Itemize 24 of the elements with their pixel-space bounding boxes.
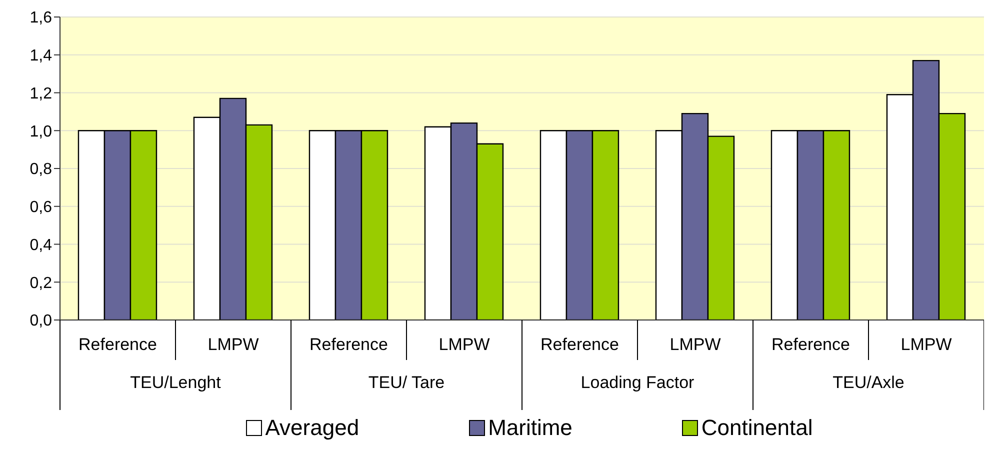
y-tick-label: 0,2 [30, 274, 52, 292]
text: TEU/Lenght [130, 373, 222, 392]
x-tick-label: Reference [772, 335, 850, 354]
x-tick-label: LMPW [438, 335, 490, 354]
x-tick-label: Reference [540, 335, 619, 354]
y-tick-label: 1,4 [30, 48, 52, 65]
y-tick-label: 0,0 [30, 312, 52, 330]
legend-label: Maritime [488, 415, 572, 441]
y-tick-label: 0,6 [30, 199, 52, 216]
legend-label: Averaged [265, 415, 360, 441]
text: TEU/ Tare [368, 373, 445, 392]
y-tick-label: 1,2 [30, 85, 52, 102]
x-tick-label: LMPW [900, 335, 952, 354]
x-tick-label: Reference [78, 335, 157, 354]
y-tick-label: 1,0 [30, 123, 52, 140]
x-tick-label: Reference [310, 335, 388, 354]
y-tick-label: 0,4 [30, 236, 52, 254]
text: TEU/Axle [832, 373, 904, 392]
y-tick-label: 1,6 [30, 10, 52, 27]
legend-label: Continental [701, 415, 813, 441]
y-tick-label: 0,8 [30, 161, 52, 178]
text: Loading Factor [580, 373, 695, 392]
x-tick-label: LMPW [208, 335, 259, 354]
x-tick-label: LMPW [670, 335, 721, 354]
